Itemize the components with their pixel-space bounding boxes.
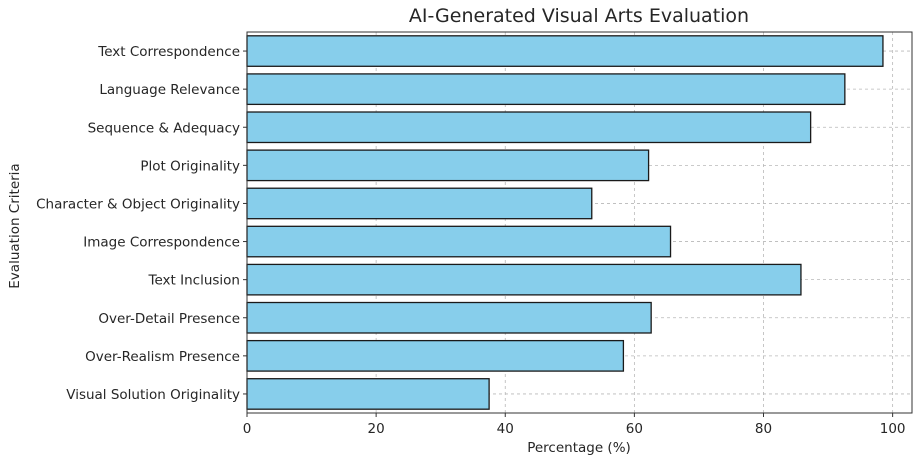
category-label: Language Relevance xyxy=(99,82,240,98)
bar xyxy=(246,35,884,67)
x-axis-label: Percentage (%) xyxy=(527,440,631,456)
category-label: Image Correspondence xyxy=(83,235,240,251)
category-label: Sequence & Adequacy xyxy=(88,120,240,136)
x-tick-label: 60 xyxy=(626,421,643,437)
bar xyxy=(246,339,625,372)
bar xyxy=(246,263,802,296)
chart-title: AI-Generated Visual Arts Evaluation xyxy=(409,5,749,27)
bars xyxy=(246,35,884,410)
x-tick-label: 20 xyxy=(368,421,385,437)
bar xyxy=(246,187,593,220)
category-label: Character & Object Originality xyxy=(36,196,240,212)
category-label: Visual Solution Originality xyxy=(66,387,240,403)
bar xyxy=(246,225,672,258)
x-tick-label: 100 xyxy=(880,421,906,437)
x-tick-label: 0 xyxy=(243,421,252,437)
plot-frame xyxy=(246,31,913,414)
x-tick-label: 40 xyxy=(497,421,514,437)
bar xyxy=(246,149,650,182)
category-labels: Text Correspondence Language Relevance Seq… xyxy=(36,44,247,403)
y-axis-label: Evaluation Criteria xyxy=(7,163,23,288)
bar xyxy=(246,378,490,410)
bar xyxy=(246,301,652,334)
category-label: Plot Originality xyxy=(140,158,240,174)
category-label: Text Inclusion xyxy=(148,273,240,289)
bar xyxy=(246,111,812,144)
category-label: Over-Realism Presence xyxy=(85,349,240,365)
x-ticks: 0 20 40 60 80 100 xyxy=(243,413,906,437)
bar xyxy=(246,73,846,106)
x-tick-label: 80 xyxy=(755,421,772,437)
category-label: Text Correspondence xyxy=(97,44,240,60)
category-label: Over-Detail Presence xyxy=(98,311,240,327)
